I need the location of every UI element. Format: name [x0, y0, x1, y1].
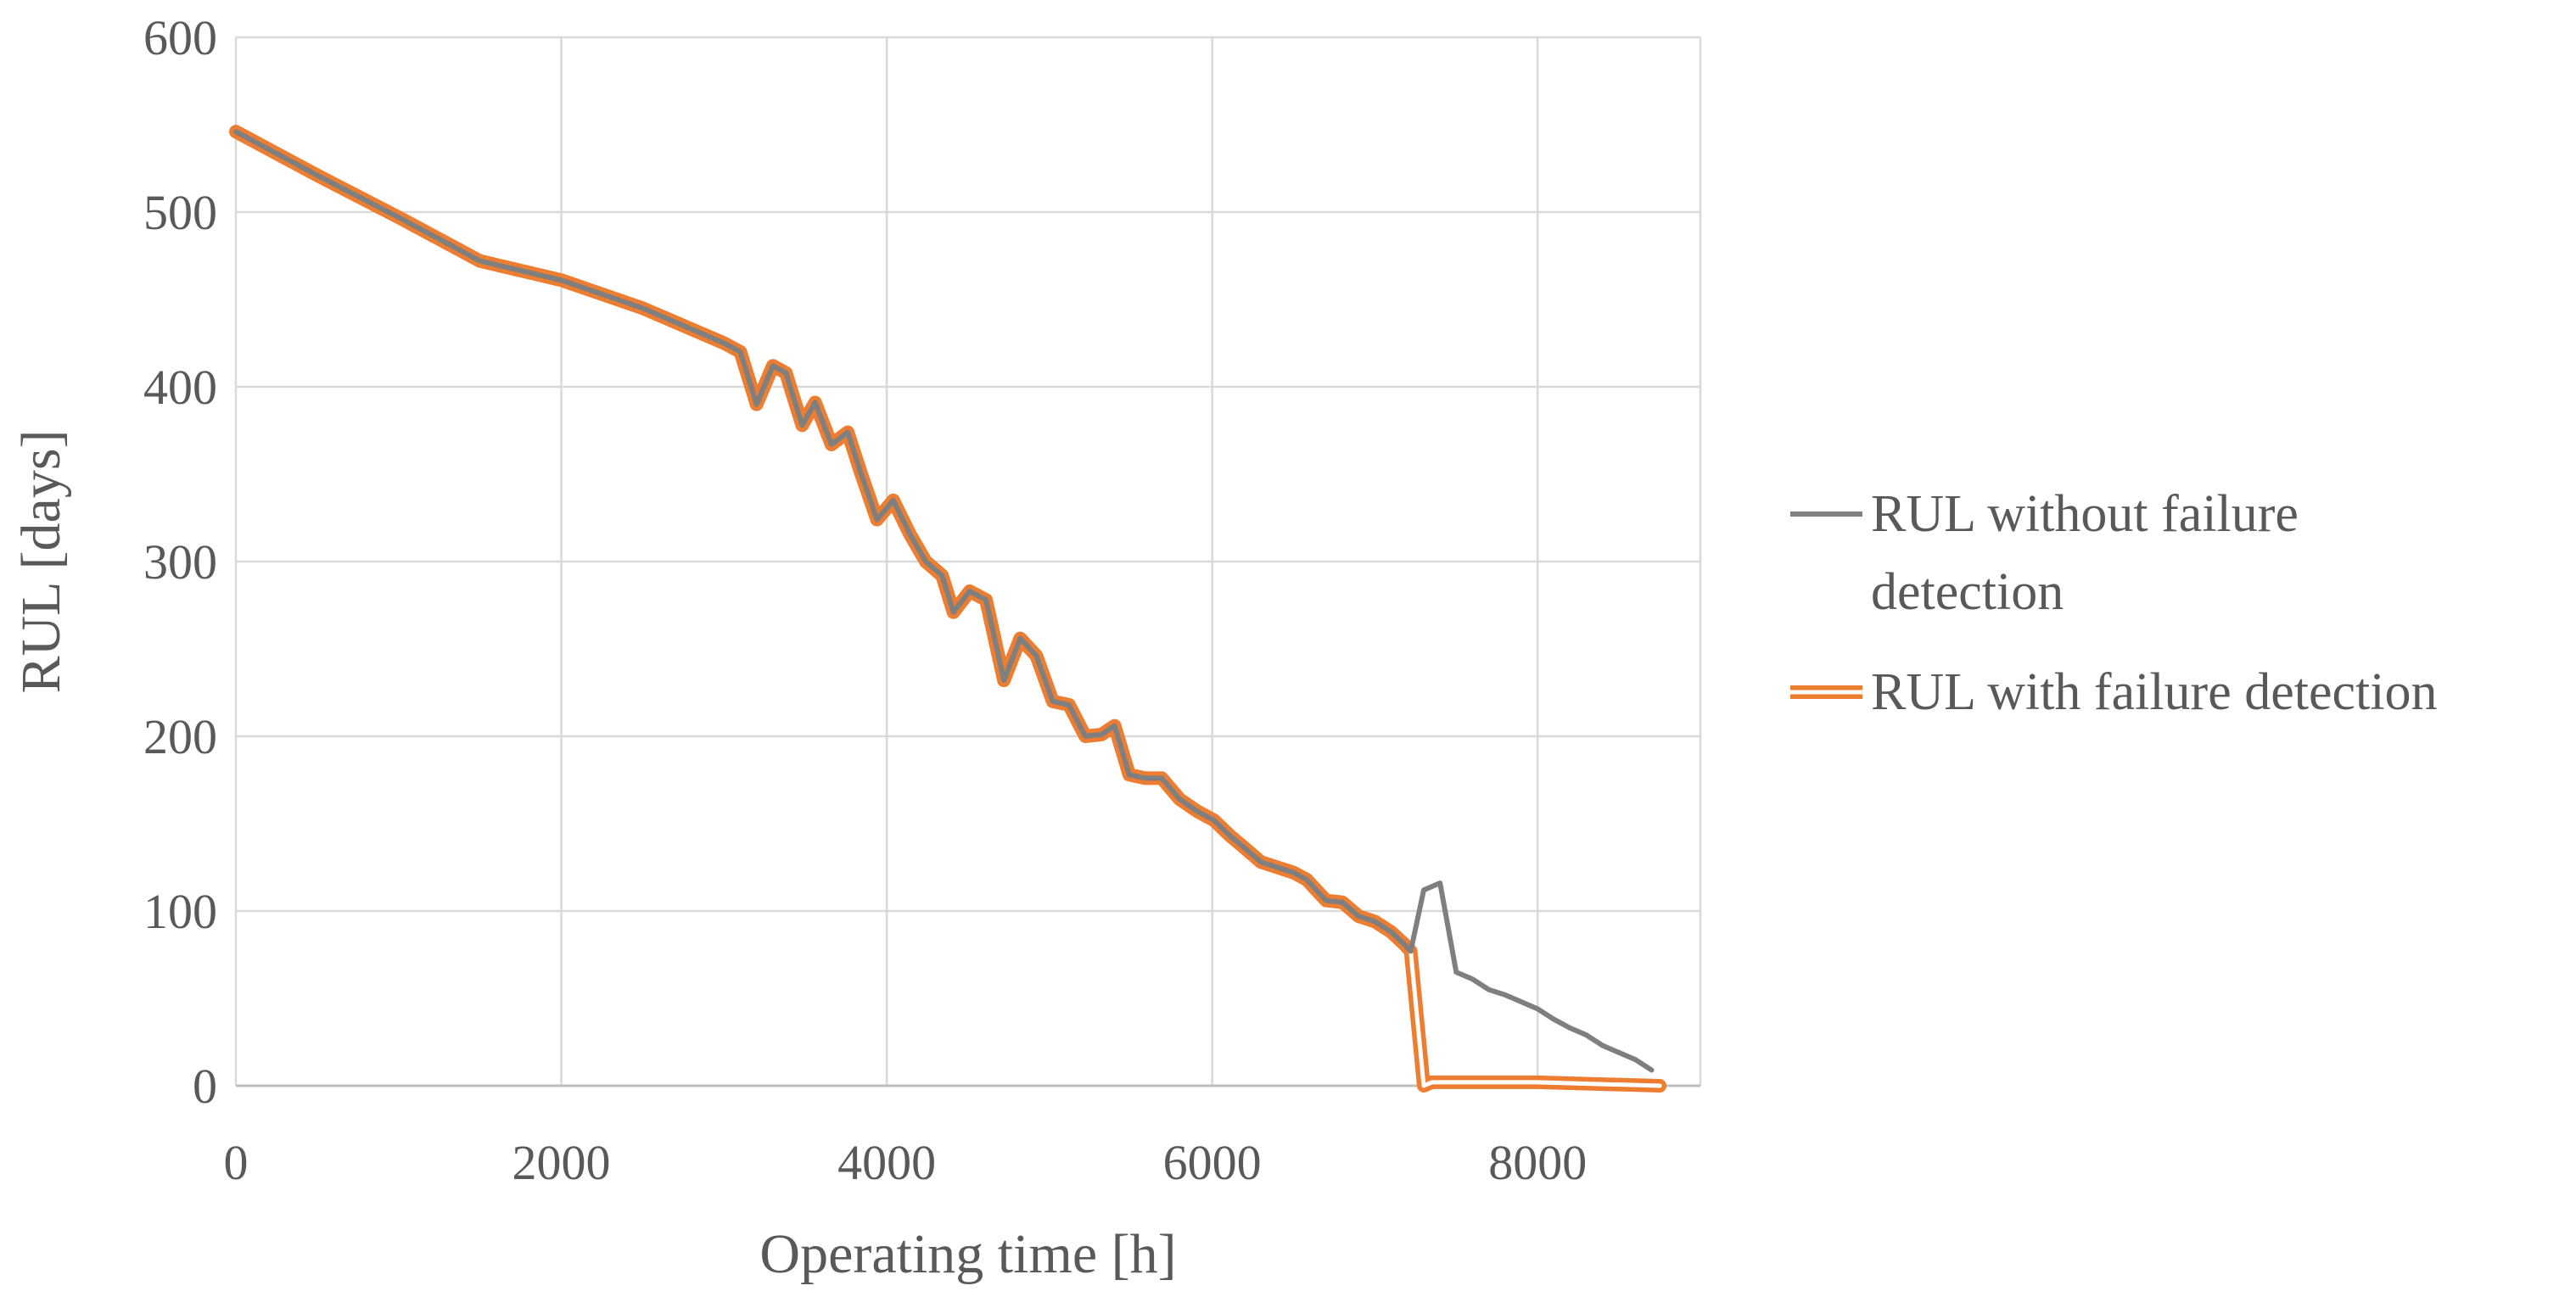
legend-label-without-detection: RUL without failure	[1871, 485, 2299, 543]
y-tick-label: 0	[193, 1059, 217, 1114]
x-tick-label: 4000	[837, 1135, 936, 1190]
y-tick-label: 200	[143, 709, 217, 764]
series-with-detection-line	[229, 125, 1667, 1093]
y-tick-label: 300	[143, 534, 217, 590]
grid-lines	[234, 36, 1702, 1086]
y-tick-label: 600	[143, 10, 217, 65]
x-axis-title: Operating time [h]	[759, 1223, 1176, 1285]
legend-label-with-detection: RUL with failure detection	[1871, 663, 2437, 721]
y-axis-title: RUL [days]	[10, 430, 72, 694]
x-tick-label: 0	[224, 1135, 249, 1190]
x-tick-label: 6000	[1163, 1135, 1262, 1190]
series-without-detection-line	[233, 129, 1655, 1073]
x-tick-label: 8000	[1488, 1135, 1587, 1190]
legend: RUL without failure detection RUL with fai…	[1790, 485, 2437, 721]
x-tick-label: 2000	[512, 1135, 611, 1190]
series-lines	[229, 125, 1667, 1093]
y-tick-label: 100	[143, 884, 217, 939]
y-tick-label: 500	[143, 185, 217, 240]
y-tick-label: 400	[143, 360, 217, 415]
legend-label-without-detection: detection	[1871, 563, 2064, 621]
